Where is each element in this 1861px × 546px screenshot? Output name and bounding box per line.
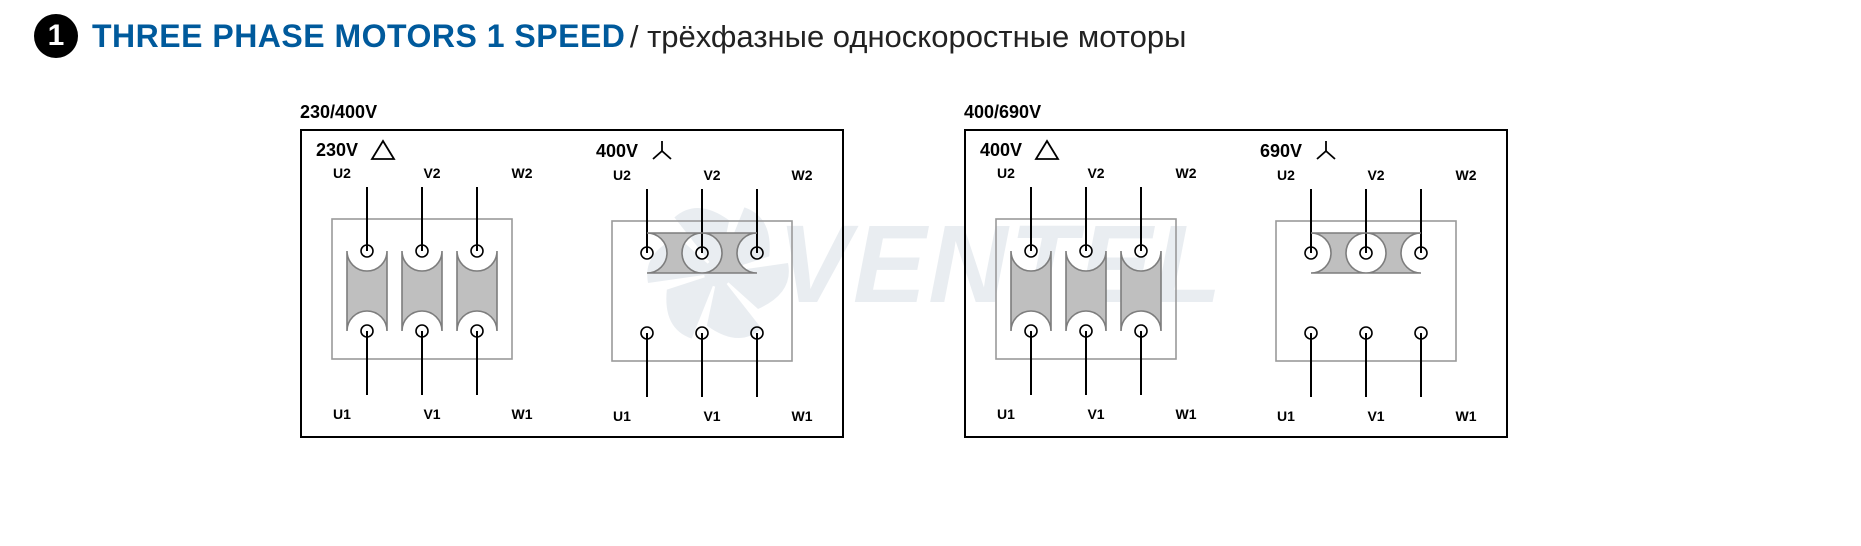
bottom-terminal-labels: U1 V1 W1	[312, 406, 552, 422]
group-panel: 400V U2 V2 W2 U1 V1 W1 690V U2 V2 W2 U1 V1 W1	[964, 129, 1508, 438]
terminal-label: W2	[502, 165, 542, 181]
top-terminal-labels: U2 V2 W2	[312, 165, 552, 181]
terminal-label: V1	[692, 408, 732, 424]
voltage-group: 400/690V 400V U2 V2 W2 U1 V1 W1 690V U2 V2 W2 U1 V1 W1	[964, 102, 1508, 438]
group-voltage-label: 400/690V	[964, 102, 1508, 123]
terminal-label: U2	[322, 165, 362, 181]
title-english: THREE PHASE MOTORS 1 SPEED	[92, 18, 625, 54]
bottom-terminal-labels: U1 V1 W1	[592, 408, 832, 424]
wiring-diagram	[312, 181, 532, 401]
terminal-label: W1	[782, 408, 822, 424]
voltage-label: 230V	[316, 140, 358, 161]
wiring-diagram	[1256, 183, 1476, 403]
wiring-diagram	[592, 183, 812, 403]
voltage-label: 690V	[1260, 141, 1302, 162]
bottom-terminal-labels: U1 V1 W1	[976, 406, 1216, 422]
wiring-box	[592, 183, 812, 408]
subfigure-heading: 400V	[592, 139, 674, 163]
connection-subfigure: 690V U2 V2 W2 U1 V1 W1	[1256, 139, 1496, 424]
terminal-label: V2	[1076, 165, 1116, 181]
subfigure-heading: 690V	[1256, 139, 1338, 163]
wiring-diagram	[976, 181, 1196, 401]
terminal-label: V2	[692, 167, 732, 183]
delta-icon	[370, 139, 396, 161]
terminal-label: V2	[1356, 167, 1396, 183]
wiring-box	[1256, 183, 1476, 408]
terminal-label: V1	[1076, 406, 1116, 422]
section-number-badge: 1	[34, 14, 78, 58]
page-title: THREE PHASE MOTORS 1 SPEED / трёхфазные …	[92, 18, 1186, 55]
terminal-label: W1	[1166, 406, 1206, 422]
connection-subfigure: 400V U2 V2 W2 U1 V1 W1	[592, 139, 832, 424]
terminal-label: U1	[986, 406, 1026, 422]
terminal-label: U1	[1266, 408, 1306, 424]
terminal-label: W1	[502, 406, 542, 422]
terminal-label: V1	[1356, 408, 1396, 424]
terminal-label: U1	[602, 408, 642, 424]
wiring-box	[976, 181, 1196, 406]
terminal-label: U2	[1266, 167, 1306, 183]
delta-icon	[1034, 139, 1060, 161]
page-header: 1 THREE PHASE MOTORS 1 SPEED / трёхфазны…	[0, 0, 1861, 58]
wye-icon	[1314, 139, 1338, 163]
terminal-label: V1	[412, 406, 452, 422]
group-voltage-label: 230/400V	[300, 102, 844, 123]
terminal-label: W2	[1166, 165, 1206, 181]
top-terminal-labels: U2 V2 W2	[592, 167, 832, 183]
terminal-label: W2	[1446, 167, 1486, 183]
top-terminal-labels: U2 V2 W2	[1256, 167, 1496, 183]
terminal-label: W2	[782, 167, 822, 183]
terminal-label: U1	[322, 406, 362, 422]
wiring-box	[312, 181, 532, 406]
subfigure-heading: 400V	[976, 139, 1060, 161]
voltage-label: 400V	[596, 141, 638, 162]
connection-subfigure: 400V U2 V2 W2 U1 V1 W1	[976, 139, 1216, 424]
badge-number: 1	[48, 19, 65, 53]
diagram-row: 230/400V 230V U2 V2 W2 U1 V1 W1 400V U2 V2 W2 U1 V1 W1…	[0, 58, 1861, 438]
group-panel: 230V U2 V2 W2 U1 V1 W1 400V U2 V2 W2 U1 V1 W1	[300, 129, 844, 438]
wye-icon	[650, 139, 674, 163]
terminal-label: U2	[986, 165, 1026, 181]
subfigure-heading: 230V	[312, 139, 396, 161]
connection-subfigure: 230V U2 V2 W2 U1 V1 W1	[312, 139, 552, 424]
terminal-label: V2	[412, 165, 452, 181]
title-separator: /	[630, 19, 647, 54]
title-russian: трёхфазные односкоростные моторы	[647, 19, 1186, 54]
voltage-label: 400V	[980, 140, 1022, 161]
top-terminal-labels: U2 V2 W2	[976, 165, 1216, 181]
bottom-terminal-labels: U1 V1 W1	[1256, 408, 1496, 424]
voltage-group: 230/400V 230V U2 V2 W2 U1 V1 W1 400V U2 V2 W2 U1 V1 W1	[300, 102, 844, 438]
terminal-label: W1	[1446, 408, 1486, 424]
terminal-label: U2	[602, 167, 642, 183]
